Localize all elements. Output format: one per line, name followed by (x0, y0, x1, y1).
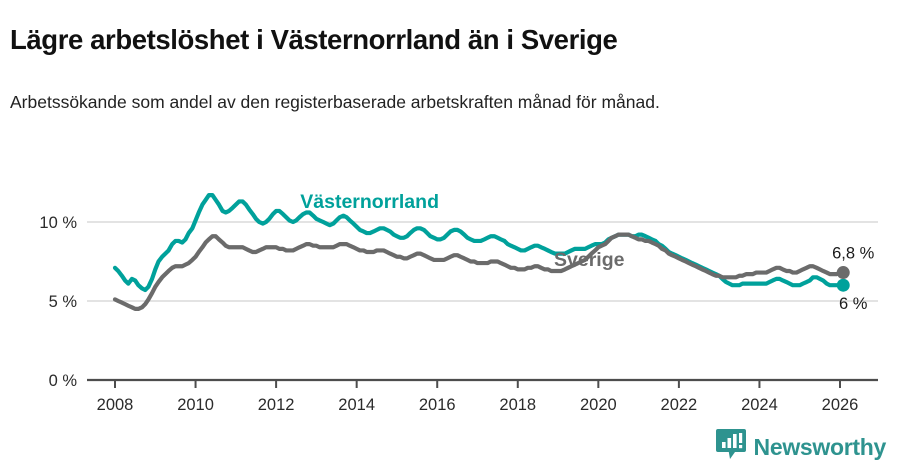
newsworthy-brand[interactable]: Newsworthy (715, 428, 887, 467)
y-axis-tick-labels: 0 % 5 % 10 % (39, 214, 77, 390)
line-chart: 0 % 5 % 10 % 2008 2010 2012 2014 2016 2018 2020 2… (0, 165, 900, 420)
page-title: Lägre arbetslöshet i Västernorrland än i… (10, 24, 618, 56)
x-tick-label: 2020 (580, 396, 617, 414)
series-end-points (836, 266, 850, 292)
y-tick-label: 10 % (39, 214, 77, 232)
series-line-sverige (112, 232, 846, 311)
x-tick-label: 2026 (822, 396, 859, 414)
newsworthy-brand-name: Newsworthy (753, 434, 887, 460)
newsworthy-logo-icon (715, 428, 746, 467)
x-tick-label: 2010 (177, 396, 214, 414)
grid-lines (87, 221, 878, 382)
chart-svg: 0 %5 %10 % 2008 2010 2012 2014 2016 2018 2020 2… (39, 191, 878, 414)
x-tick-label: 2024 (741, 396, 778, 414)
footer: Newsworthy (0, 422, 900, 474)
page-subtitle: Arbetssökande som andel av den registerb… (10, 91, 660, 112)
series-lines (112, 193, 846, 311)
end-value-label-sverige: 6,8 % (832, 245, 875, 263)
series-annotation-sverige: Sverige (554, 249, 625, 271)
end-value-labels: 6,8 % 6 % (832, 245, 875, 314)
series-endpoint-västernorrland (836, 278, 850, 292)
x-axis-tick-labels: 2008 2010 2012 2014 2016 2018 2020 2022 2024 2026 (97, 396, 859, 414)
x-tick-label: 2022 (661, 396, 698, 414)
series-annotation-västernorrland: Västernorrland (300, 191, 439, 213)
series-annotations: Västernorrland Sverige (300, 191, 624, 271)
x-tick-label: 2014 (338, 396, 375, 414)
series-endpoint-sverige (836, 266, 850, 280)
end-value-label-västernorrland: 6 % (839, 295, 868, 313)
y-tick-label: 5 % (49, 293, 78, 311)
x-tick-label: 2016 (419, 396, 456, 414)
x-axis (114, 380, 841, 388)
x-tick-label: 2018 (499, 396, 536, 414)
x-tick-label: 2008 (97, 396, 134, 414)
y-tick-label: 0 % (49, 372, 78, 390)
x-tick-label: 2012 (258, 396, 295, 414)
